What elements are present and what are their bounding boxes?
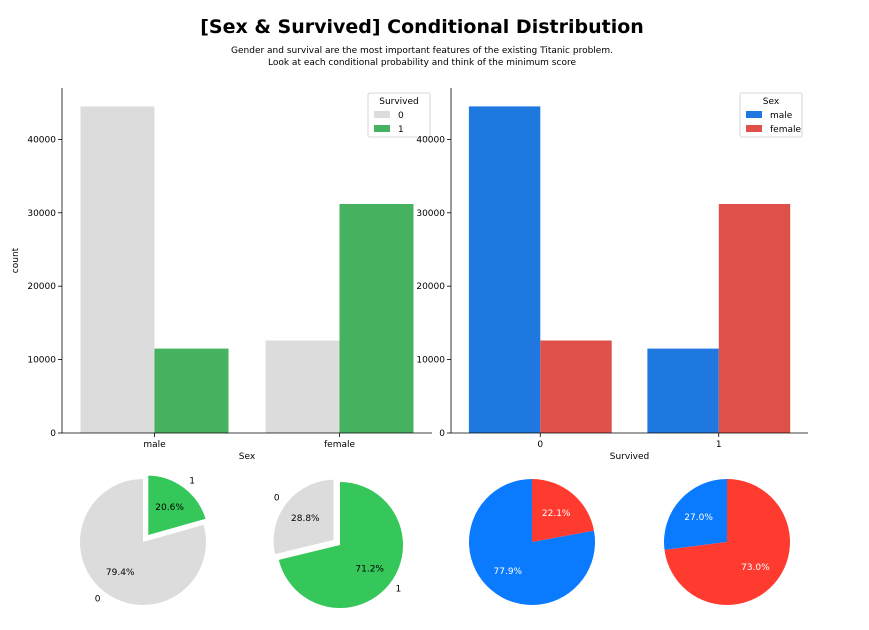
pie-slice-female xyxy=(664,479,791,605)
bar-chart-sex: 0 10000 20000 30000 40000 male female Sex count S… xyxy=(11,88,432,462)
pie-male: 79.4% 0 20.6% 1 xyxy=(80,472,210,606)
legend: Sex male female xyxy=(739,92,803,138)
y-tick-label: 30000 xyxy=(416,209,445,219)
y-tick-label: 0 xyxy=(439,429,445,439)
x-axis-label: Sex xyxy=(239,452,256,462)
bar-male-1 xyxy=(154,348,229,433)
legend-entry-0: 0 xyxy=(398,111,404,121)
x-axis-label: Survived xyxy=(610,452,650,462)
legend-entry-female: female xyxy=(770,125,801,135)
pie-slice-male xyxy=(664,479,727,550)
legend-swatch-1 xyxy=(374,125,390,132)
legend-entry-1: 1 xyxy=(398,125,404,135)
x-tick-label: 0 xyxy=(537,440,543,450)
x-tick-label: 1 xyxy=(716,440,722,450)
legend-swatch-male xyxy=(746,111,762,118)
y-tick-label: 20000 xyxy=(416,282,445,292)
legend-entry-male: male xyxy=(770,111,793,121)
bar-male-0 xyxy=(80,106,155,434)
pie-survived0: 77.9% 22.1% xyxy=(469,479,596,606)
pie-slice-male xyxy=(469,479,596,606)
pie-pct-label: 28.8% xyxy=(291,514,320,524)
y-tick-label: 30000 xyxy=(27,209,56,219)
figure-title: [Sex & Survived] Conditional Distributio… xyxy=(200,16,644,38)
pie-pct-label: 20.6% xyxy=(155,503,184,513)
legend-swatch-0 xyxy=(374,111,390,118)
x-tick-label: male xyxy=(143,440,166,450)
pie-pct-label: 77.9% xyxy=(494,567,523,577)
y-tick-label: 20000 xyxy=(27,282,56,292)
bar-0-female xyxy=(540,340,612,433)
bar-female-0 xyxy=(265,340,340,433)
y-tick-label: 40000 xyxy=(416,135,445,145)
pie-slice-1 xyxy=(145,472,210,539)
pie-category-label: 1 xyxy=(396,585,402,595)
legend: Survived 0 1 xyxy=(367,92,431,138)
y-tick-label: 10000 xyxy=(27,356,56,366)
legend-title: Survived xyxy=(379,97,419,107)
bar-0-male xyxy=(468,106,541,434)
bar-female-1 xyxy=(339,204,414,433)
pie-pct-label: 22.1% xyxy=(542,509,571,519)
bar-1-female xyxy=(718,204,791,433)
pie-slice-0 xyxy=(80,479,207,606)
pie-category-label: 1 xyxy=(189,477,195,487)
y-tick-label: 10000 xyxy=(416,356,445,366)
pie-female: 28.8% 0 71.2% 1 xyxy=(270,476,404,609)
y-axis-label: count xyxy=(11,247,21,273)
legend-title: Sex xyxy=(763,97,780,107)
y-tick-label: 0 xyxy=(50,429,56,439)
pie-pct-label: 79.4% xyxy=(106,568,135,578)
figure-subtitle-line1: Gender and survival are the most importa… xyxy=(231,46,613,56)
pie-pct-label: 27.0% xyxy=(684,513,713,523)
pie-slice-female xyxy=(532,479,594,542)
x-tick-label: female xyxy=(324,440,355,450)
bar-chart-survived: 0 10000 20000 30000 40000 0 1 Survived Sex male fe… xyxy=(416,88,808,462)
pie-survived1: 27.0% 73.0% xyxy=(664,479,791,605)
pie-charts: 79.4% 0 20.6% 1 28.8% 0 71.2% 1 77.9% 22.1% 27.0% 7… xyxy=(80,472,791,609)
pie-slice-0 xyxy=(270,476,337,558)
bar-1-male xyxy=(647,348,719,433)
pie-pct-label: 71.2% xyxy=(355,564,384,574)
pie-slice-1 xyxy=(278,482,404,609)
pie-category-label: 0 xyxy=(95,594,101,604)
y-tick-label: 40000 xyxy=(27,135,56,145)
pie-pct-label: 73.0% xyxy=(741,563,770,573)
figure-subtitle-line2: Look at each conditional probability and… xyxy=(268,58,576,68)
pie-category-label: 0 xyxy=(274,494,280,504)
legend-swatch-female xyxy=(746,125,762,132)
